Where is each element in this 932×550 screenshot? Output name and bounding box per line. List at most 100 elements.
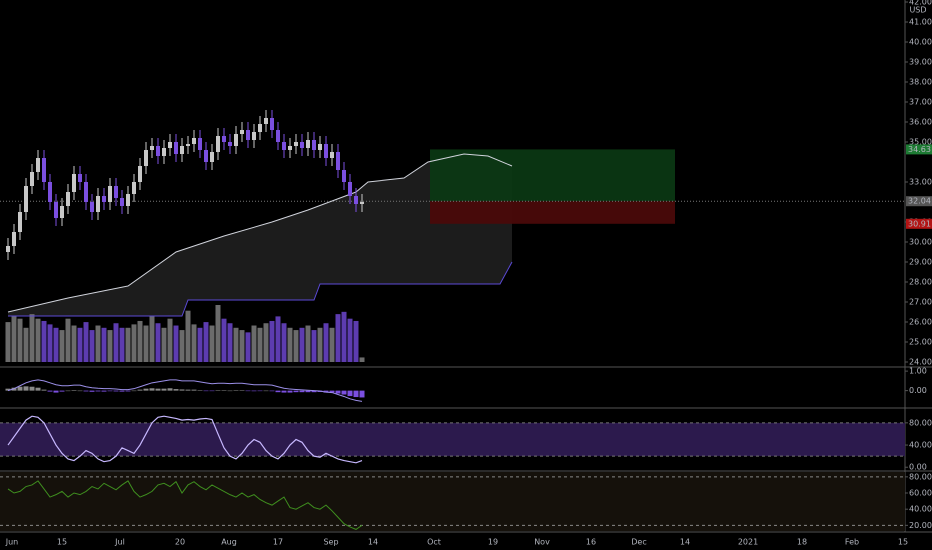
macd-bar [323,390,329,393]
y-tick-label: 20.00 [909,521,932,530]
volume-bar [35,318,41,362]
macd-bar [83,390,89,392]
candle-body [210,152,214,162]
x-tick-label: Jul [114,538,125,547]
macd-bar [149,388,155,391]
stop-zone [430,201,675,224]
macd-bar [107,390,113,392]
price-label: 30.91 [908,219,931,228]
x-tick-label: Sep [323,538,338,547]
candle-body [192,138,196,144]
y-tick-label: 26.00 [909,318,932,327]
volume-bar [335,314,341,362]
macd-bar [275,390,281,393]
volume-bar [5,322,11,362]
volume-bar [245,332,251,362]
overlay-line [8,261,513,317]
y-tick-label: 25.00 [909,338,932,347]
candle-body [324,144,328,158]
y-tick-label: 0.00 [909,386,927,395]
candle-body [96,196,100,212]
x-tick-label: 14 [680,538,690,547]
candle-body [24,186,28,212]
macd-bar [161,388,167,391]
x-tick-label: Nov [534,538,550,547]
x-tick-label: 19 [488,538,498,547]
price-label: 32.04 [908,197,931,206]
macd-bar [329,390,335,393]
volume-bar [233,327,239,362]
volume-bar [209,325,215,362]
candle-body [234,134,238,146]
osc-line [7,480,363,530]
macd-bar [347,390,353,397]
candle-body [282,142,286,150]
x-tick-label: 15 [57,538,67,547]
candle-body [312,140,316,150]
candle-body [108,186,112,202]
volume-bar [215,305,221,362]
macd-bar [35,387,41,391]
volume-bar [311,330,317,362]
y-tick-label: 24.00 [909,358,932,367]
macd-bar [137,389,143,391]
volume-bar [173,325,179,362]
currency-label: USD [909,6,926,15]
y-tick-label: 80.00 [909,472,932,481]
y-tick-label: 40.00 [909,441,932,450]
candle-body [252,132,256,140]
macd-bar [239,390,245,391]
macd-bar [41,389,47,391]
macd-bar [119,390,125,392]
volume-bar [65,318,71,362]
y-tick-label: 80.00 [909,418,932,427]
candle-body [162,148,166,156]
macd-bar [359,390,365,398]
macd-bar [95,390,101,392]
volume-bar [77,327,83,362]
candle-body [114,186,118,198]
macd-bar [77,390,83,392]
y-tick-label: 29.00 [909,258,932,267]
candle-body [216,136,220,152]
macd-bar [101,390,107,392]
macd-bar [71,390,77,391]
macd-bar [353,390,359,398]
candle-body [300,142,304,148]
candle-body [354,196,358,204]
candle-body [204,150,208,162]
y-tick-label: 60.00 [909,489,932,498]
candle-body [60,206,64,218]
x-tick-label: 17 [273,538,283,547]
candle-body [156,146,160,156]
macd-bar [287,390,293,393]
x-tick-label: 16 [586,538,596,547]
macd-bar [59,390,65,392]
macd-bar [23,386,29,391]
candle-body [318,144,322,150]
x-tick-label: 15 [898,538,908,547]
volume-bar [257,327,263,362]
volume-bar [53,327,59,362]
macd-bar [113,390,119,392]
volume-bar [269,320,275,362]
macd-bar [167,388,173,391]
candle-body [198,138,202,150]
macd-bar [251,390,257,392]
volume-bar [353,320,359,362]
osc-background [0,472,905,531]
candle-body [132,182,136,194]
price-label: 34.63 [908,145,931,154]
volume-bar [293,330,299,362]
macd-bar [47,390,53,392]
volume-bar [71,325,77,362]
volume-bar [341,311,347,362]
candle-body [180,146,184,154]
y-tick-label: 36.00 [909,118,932,127]
candle-body [138,166,142,182]
candle-body [102,196,106,202]
macd-bar [203,390,209,392]
volume-bar [107,330,113,362]
x-tick-label: Oct [427,538,441,547]
